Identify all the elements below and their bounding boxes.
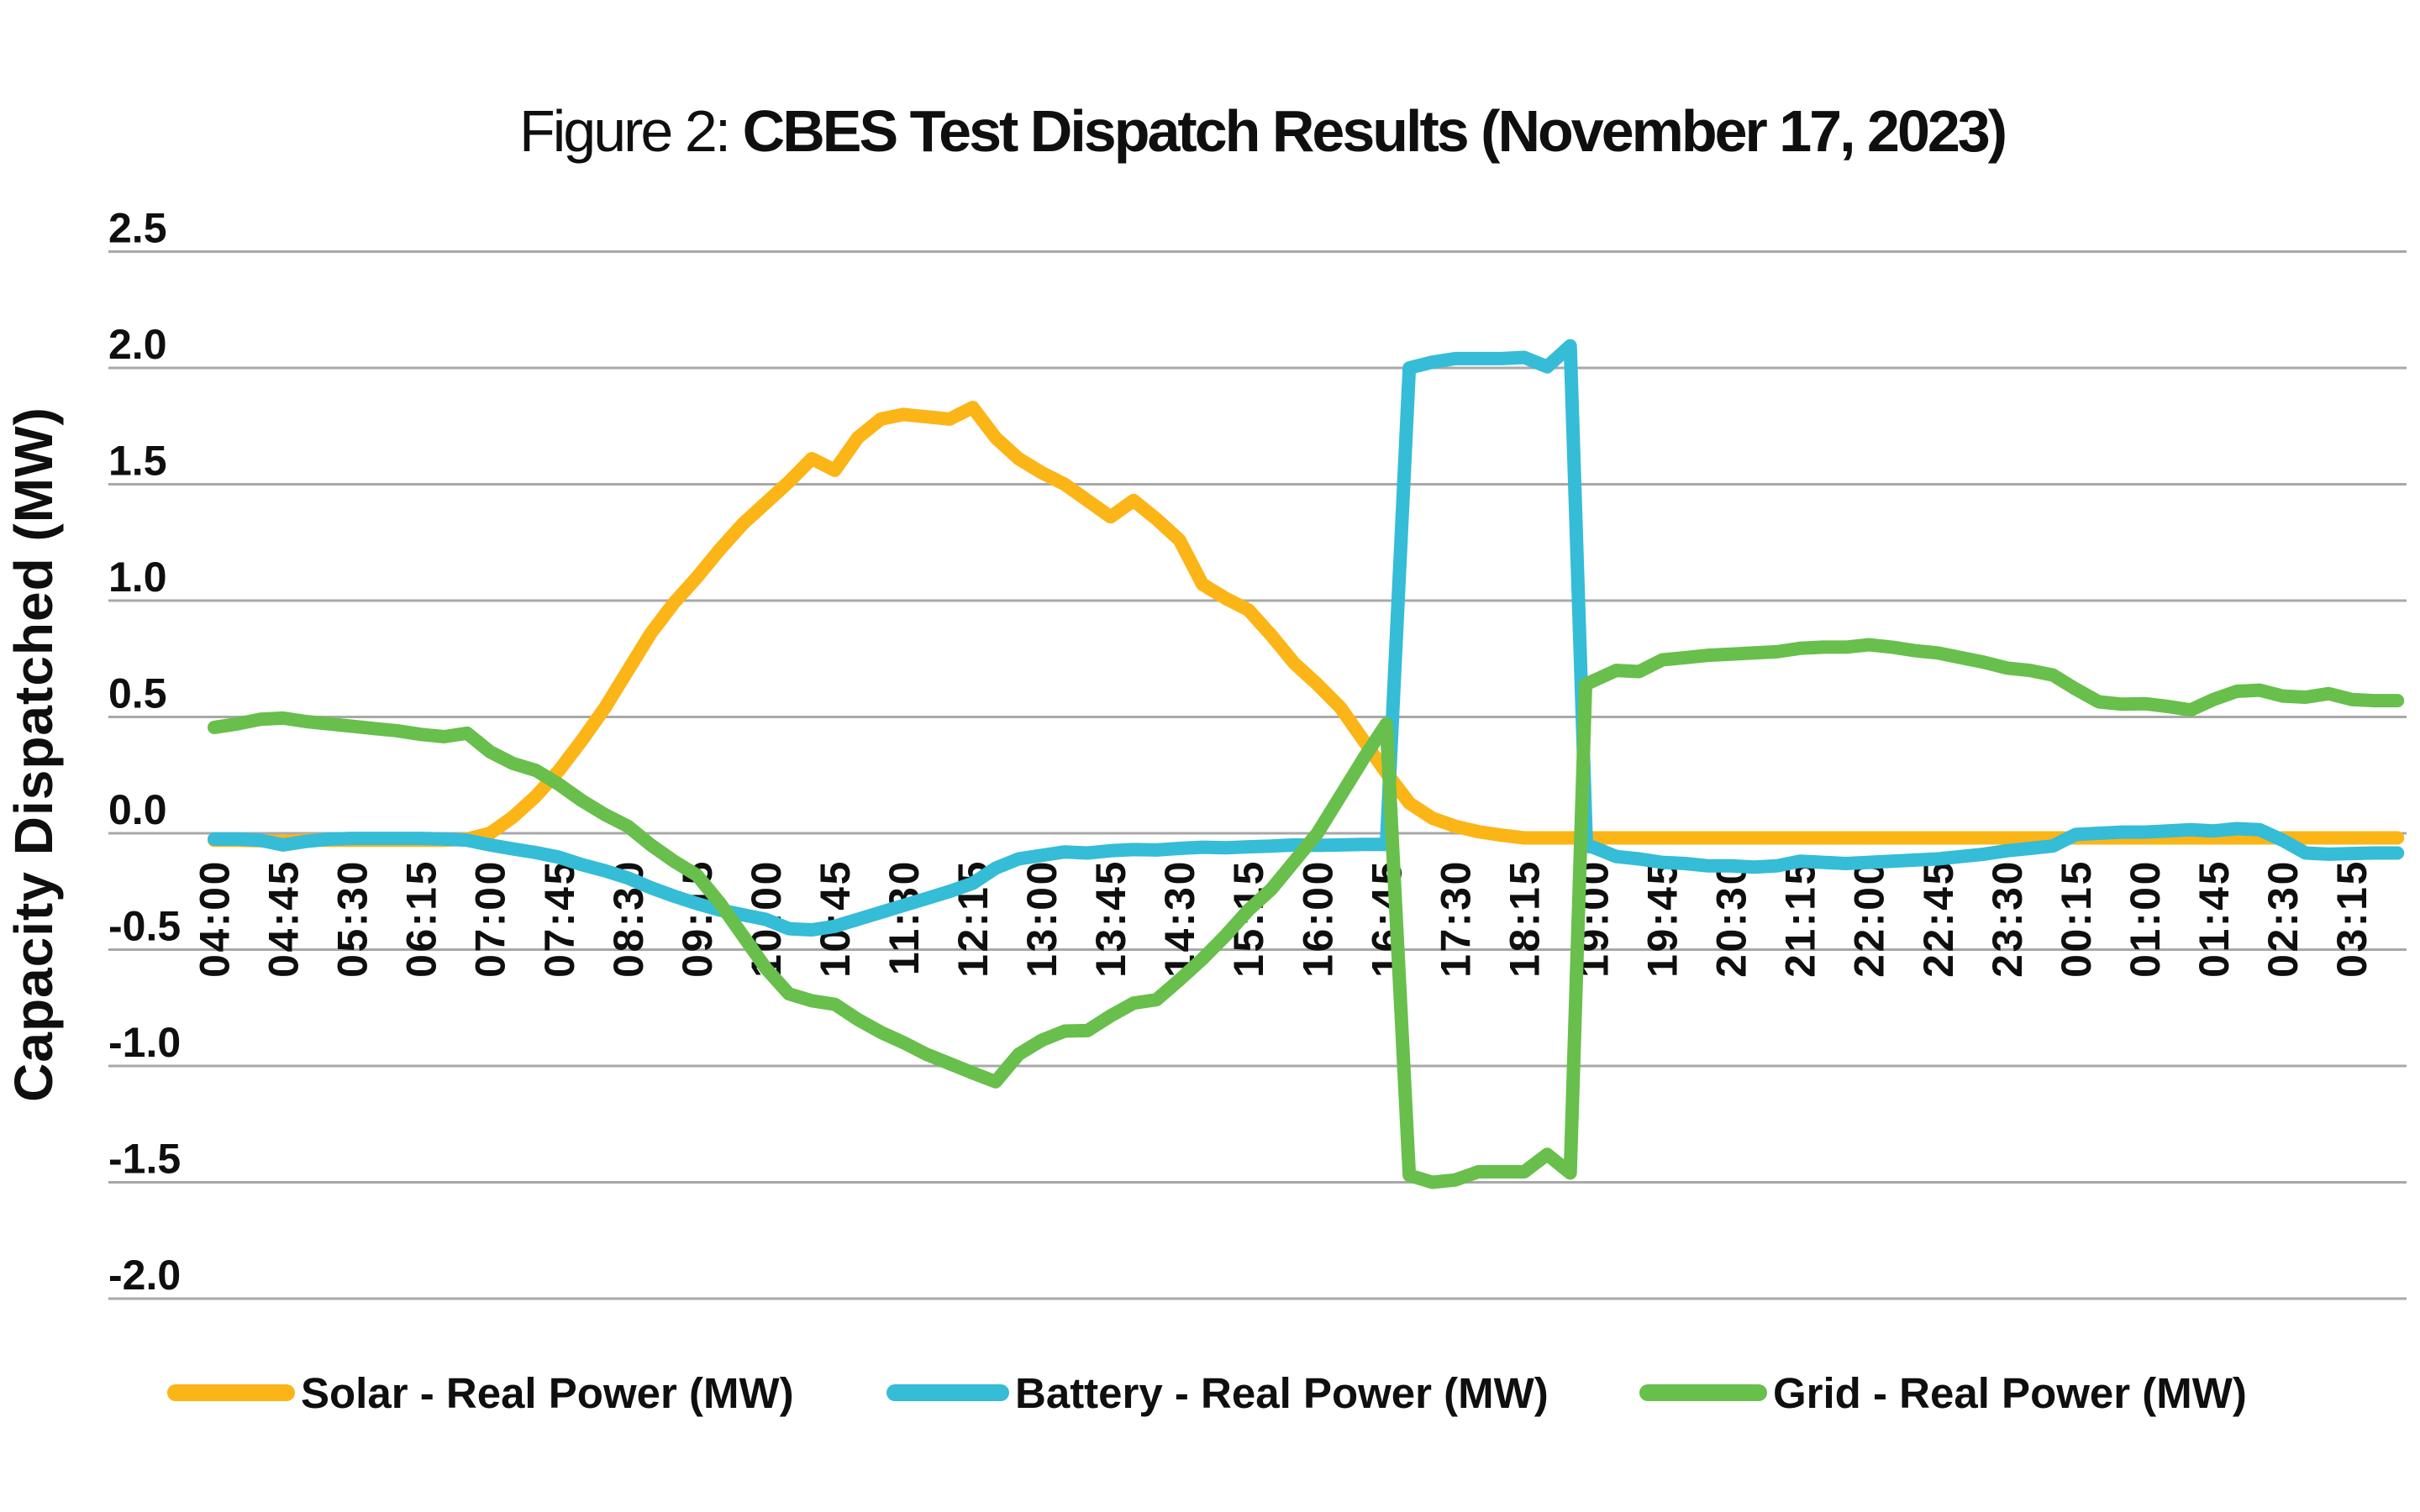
svg-text:01:45: 01:45 — [2191, 859, 2238, 978]
svg-text:Grid - Real Power (MW): Grid - Real Power (MW) — [1773, 1369, 2247, 1417]
svg-text:18:15: 18:15 — [1502, 859, 1549, 978]
svg-text:07:45: 07:45 — [536, 859, 583, 978]
svg-text:17:30: 17:30 — [1432, 859, 1479, 978]
svg-text:0.0: 0.0 — [108, 786, 167, 833]
svg-text:13:00: 13:00 — [1018, 859, 1065, 978]
svg-text:04:45: 04:45 — [260, 859, 308, 978]
svg-text:Capacity Dispatched (MW): Capacity Dispatched (MW) — [3, 407, 64, 1102]
svg-text:05:30: 05:30 — [329, 859, 376, 978]
svg-text:-1.0: -1.0 — [108, 1019, 181, 1066]
svg-text:11:30: 11:30 — [881, 859, 928, 975]
svg-text:02:30: 02:30 — [2260, 859, 2307, 978]
svg-text:22:45: 22:45 — [1915, 859, 1962, 978]
svg-text:21:15: 21:15 — [1777, 859, 1824, 978]
svg-text:-2.0: -2.0 — [108, 1252, 181, 1299]
svg-text:-1.5: -1.5 — [108, 1136, 181, 1183]
svg-text:1.5: 1.5 — [108, 438, 167, 485]
svg-text:0.5: 0.5 — [108, 670, 167, 717]
svg-text:Battery - Real Power (MW): Battery - Real Power (MW) — [1015, 1369, 1549, 1417]
svg-text:19:45: 19:45 — [1639, 859, 1686, 978]
svg-text:16:00: 16:00 — [1294, 859, 1341, 978]
svg-text:07:00: 07:00 — [467, 859, 514, 978]
svg-text:13:45: 13:45 — [1087, 859, 1134, 978]
svg-text:Solar - Real Power (MW): Solar - Real Power (MW) — [301, 1369, 794, 1417]
svg-text:2.5: 2.5 — [108, 205, 167, 252]
svg-text:20:30: 20:30 — [1708, 859, 1755, 978]
svg-text:Figure 2: CBES Test Dispatch R: Figure 2: CBES Test Dispatch Results (No… — [519, 98, 2005, 164]
svg-text:1.0: 1.0 — [108, 554, 167, 601]
svg-text:06:15: 06:15 — [398, 859, 445, 978]
svg-text:2.0: 2.0 — [108, 321, 167, 368]
svg-text:00:15: 00:15 — [2053, 859, 2100, 978]
svg-text:22:00: 22:00 — [1846, 859, 1893, 978]
svg-text:23:30: 23:30 — [1984, 859, 2031, 978]
svg-text:01:00: 01:00 — [2122, 859, 2169, 978]
svg-text:04:00: 04:00 — [192, 859, 239, 978]
svg-text:-0.5: -0.5 — [108, 903, 181, 950]
svg-text:03:15: 03:15 — [2328, 859, 2375, 978]
